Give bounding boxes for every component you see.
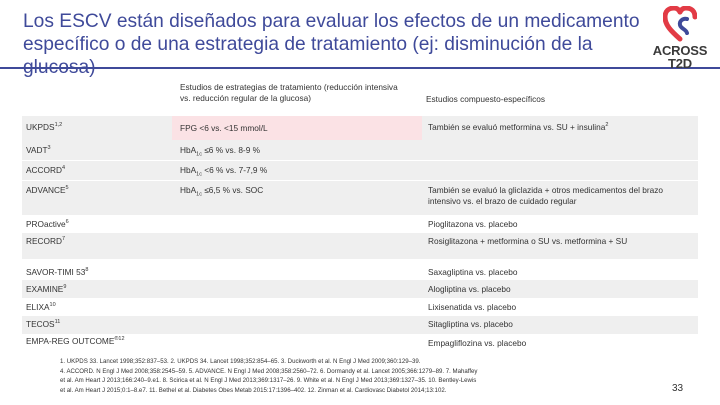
heart-logo-icon [663, 6, 697, 42]
trial-name: RECORD7 [26, 236, 66, 246]
logo-text: ACROSS T2D [647, 44, 713, 70]
trial-name: EMPA-REG OUTCOME®12 [26, 336, 125, 346]
header-strategy-studies: Estudios de estrategias de tratamiento (… [180, 82, 398, 103]
strategy-cell: HbA1c ≤6 % vs. 8-9 % [180, 145, 260, 158]
across-t2d-logo: ACROSS T2D [645, 6, 717, 70]
table-header: Estudios de estrategias de tratamiento (… [22, 76, 698, 116]
logo-line-2: T2D [668, 56, 692, 71]
title-line-2: específico o de una estrategia de tratam… [23, 34, 593, 78]
footnote-line: 4. ACCORD. N Engl J Med 2008;358:2545–59… [60, 367, 478, 375]
row-band [22, 181, 698, 215]
trial-name: VADT3 [26, 145, 51, 155]
table-row: TECOS11 Sitagliptina vs. placebo [22, 316, 698, 334]
trial-name: ADVANCE5 [26, 185, 69, 195]
table-row: VADT3 HbA1c ≤6 % vs. 8-9 % [22, 140, 698, 160]
row-band [22, 140, 698, 160]
compound-cell: También se evaluó la gliclazida + otros … [428, 185, 663, 206]
title-divider [0, 67, 720, 69]
table-row: ADVANCE5 HbA1c ≤6,5 % vs. SOC También se… [22, 181, 698, 215]
title-line-1: Los ESCV están diseñados para evaluar lo… [23, 11, 640, 32]
trial-name: SAVOR-TIMI 538 [26, 267, 89, 277]
compound-cell: Saxagliptina vs. placebo [428, 267, 518, 277]
row-band [22, 161, 698, 180]
compound-cell: Rosiglitazona + metformina o SU vs. metf… [428, 236, 628, 246]
table-row: PROactive6 Pioglitazona vs. placebo [22, 215, 698, 233]
logo-line-1: ACROSS [652, 43, 708, 58]
table-row: RECORD7 Rosiglitazona + metformina o SU … [22, 233, 698, 259]
slide-title: Los ESCV están diseñados para evaluar lo… [23, 10, 643, 79]
trial-name: TECOS11 [26, 319, 61, 329]
row-band-right [422, 116, 698, 140]
trial-name: PROactive6 [26, 219, 69, 229]
table-row: ELIXA10 Lixisenatida vs. placebo [22, 298, 698, 316]
compound-cell: Alogliptina vs. placebo [428, 284, 511, 294]
row-band [22, 316, 698, 334]
compound-cell: También se evaluó metformina vs. SU + in… [428, 122, 609, 132]
references-footnote: 1. UKPDS 33. Lancet 1998;352:837–53. 2. … [60, 357, 660, 395]
compound-cell: Sitagliptina vs. placebo [428, 319, 513, 329]
strategy-cell: HbA1c ≤6,5 % vs. SOC [180, 185, 264, 198]
table-row: EXAMINE9 Alogliptina vs. placebo [22, 280, 698, 298]
table-row: SAVOR-TIMI 538 Saxagliptina vs. placebo [22, 259, 698, 280]
trial-name: EXAMINE9 [26, 284, 67, 294]
compound-cell: Lixisenatida vs. placebo [428, 302, 517, 312]
table-row: EMPA-REG OUTCOME®12 Empagliflozina vs. p… [22, 334, 698, 352]
table-row: UKPDS1,2 FPG <6 vs. <15 mmol/L También s… [22, 116, 698, 140]
row-band [22, 280, 698, 298]
strategy-cell: FPG <6 vs. <15 mmol/L [180, 123, 268, 133]
header-compound-studies: Estudios compuesto-específicos [426, 94, 545, 104]
compound-cell: Empagliflozina vs. placebo [428, 338, 527, 348]
trial-name: ACCORD4 [26, 165, 66, 175]
row-band [22, 233, 698, 259]
table-row: ACCORD4 HbA1c <6 % vs. 7-7,9 % [22, 161, 698, 180]
strategy-cell: HbA1c <6 % vs. 7-7,9 % [180, 165, 268, 178]
trial-name: ELIXA10 [26, 302, 56, 312]
row-separator [22, 180, 698, 181]
page-number: 33 [672, 383, 684, 394]
compound-cell: Pioglitazona vs. placebo [428, 219, 518, 229]
trial-name: UKPDS1,2 [26, 122, 63, 132]
footnote-line: et al. Am Heart J 2015;0:1–8.e7. 11. Bet… [60, 386, 447, 394]
row-separator [22, 160, 698, 161]
row-band-middle [172, 116, 422, 140]
row-band-left [22, 116, 172, 140]
footnote-line: et al. Am Heart J 2013;166:240–9.e1. 8. … [60, 377, 477, 385]
footnote-line: 1. UKPDS 33. Lancet 1998;352:837–53. 2. … [60, 358, 421, 365]
